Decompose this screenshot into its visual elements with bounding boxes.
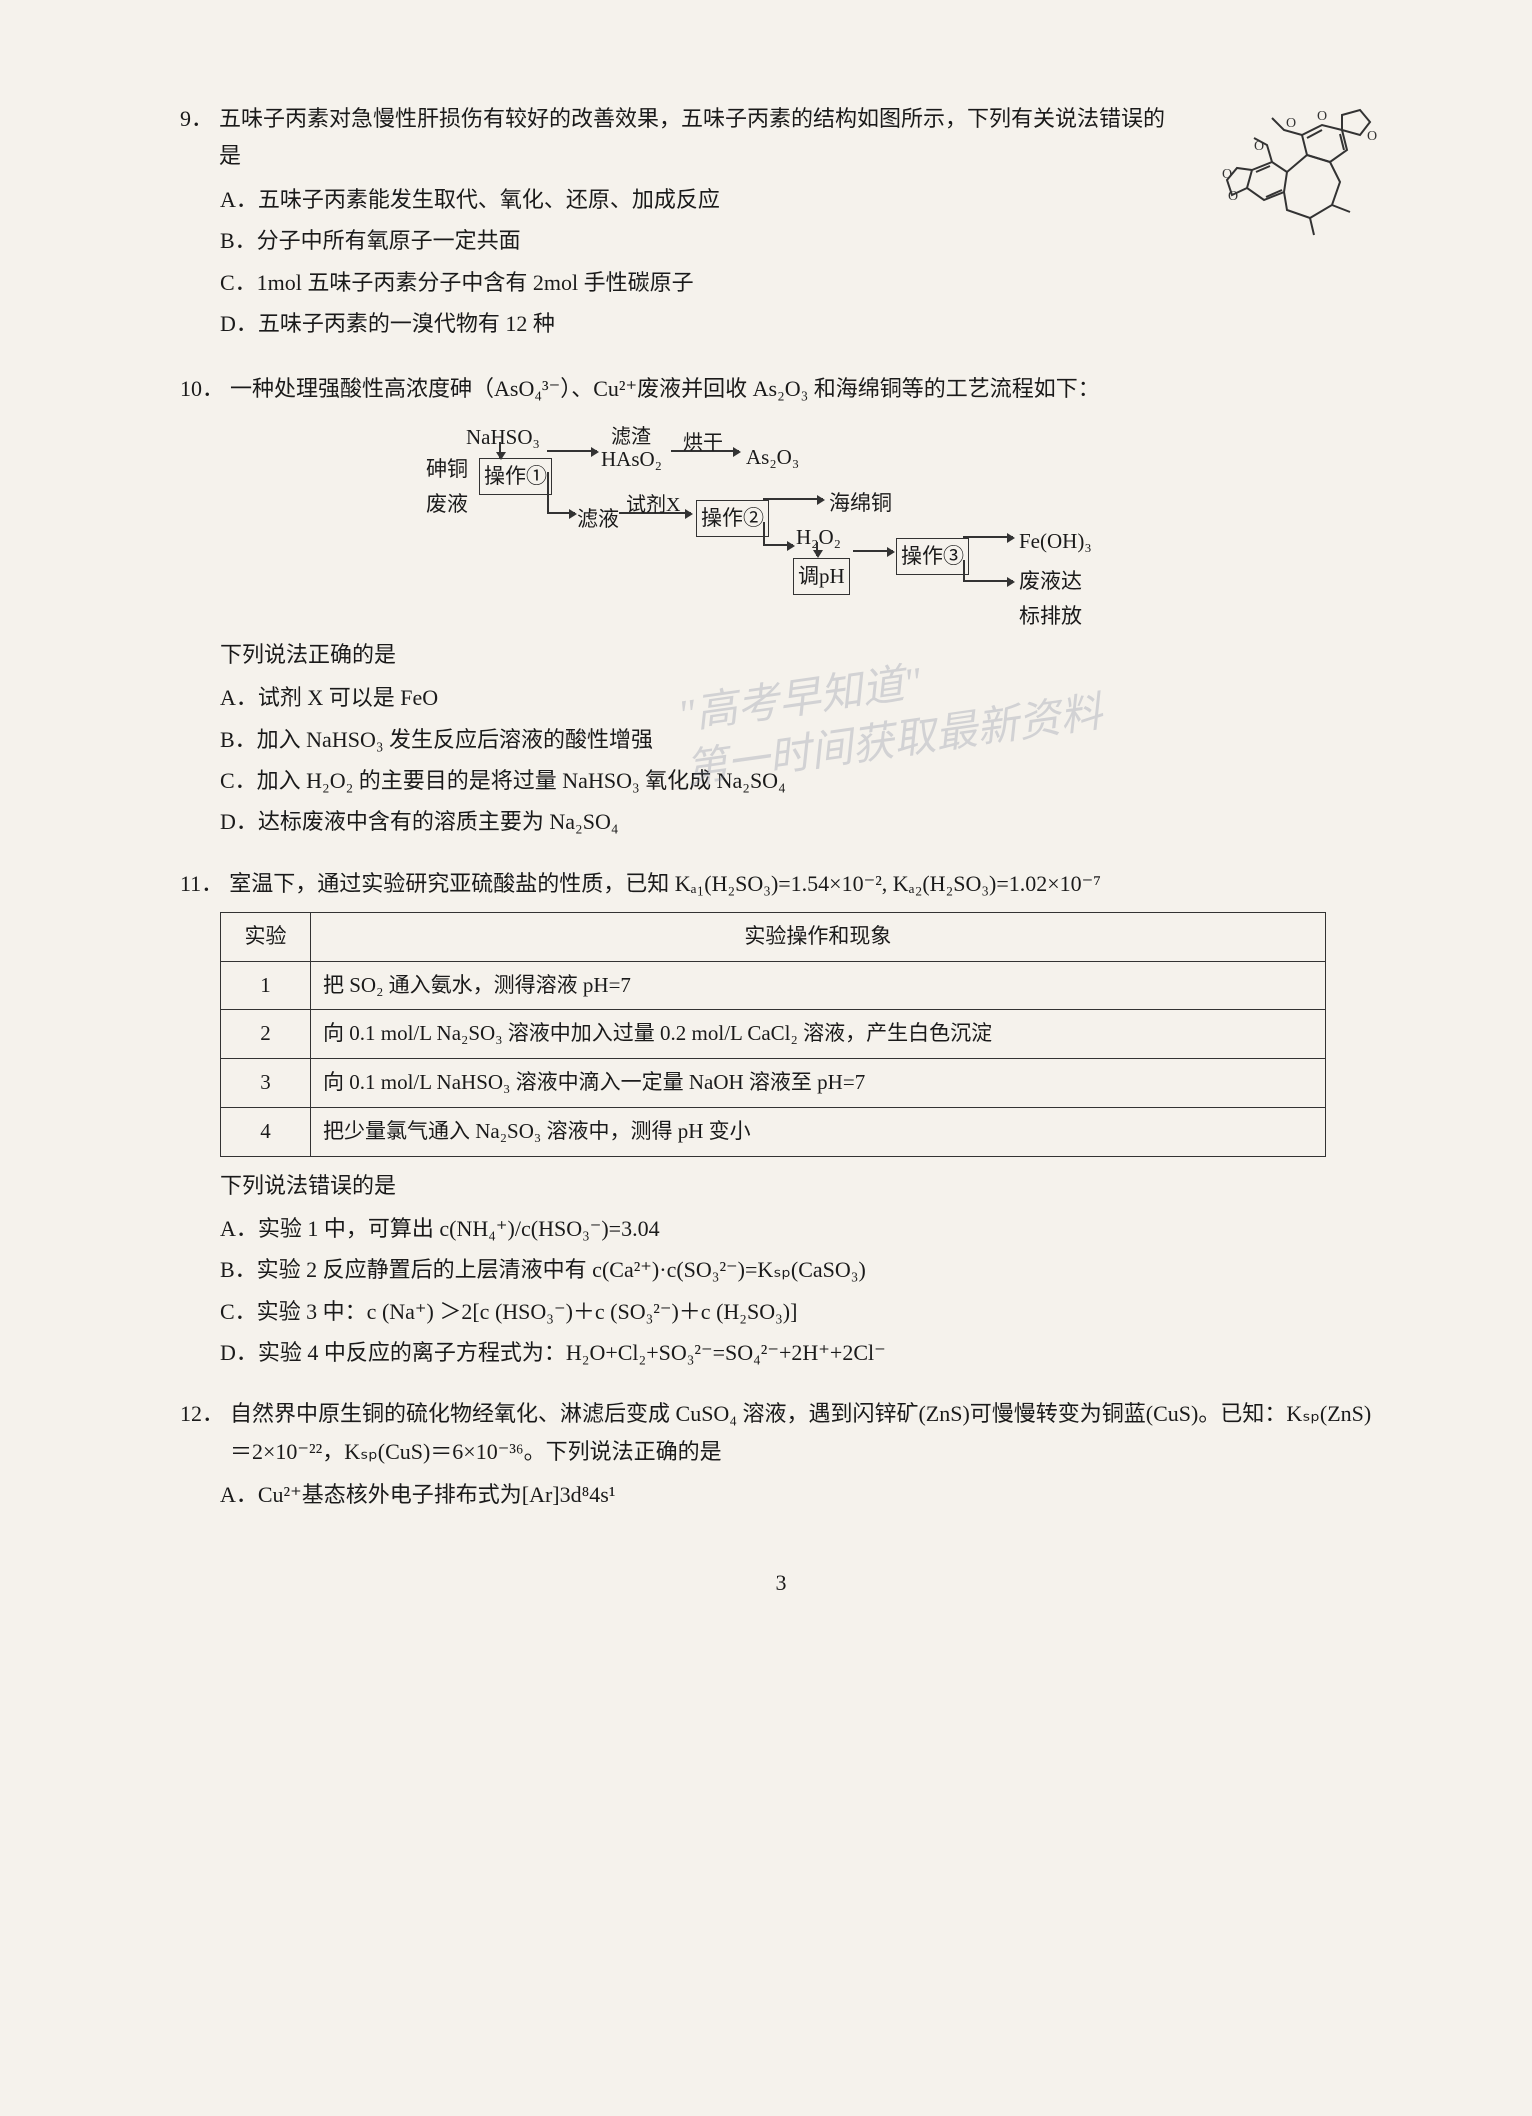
experiment-table: 实验 实验操作和现象 1 把 SO₂ 通入氨水，测得溶液 pH=7 2 向 0.… [220,912,1326,1156]
table-cell-n3: 3 [221,1059,311,1108]
q12-option-a: A．Cu²⁺基态核外电子排布式为[Ar]3d⁸4s¹ [220,1476,1382,1513]
svg-text:O: O [1228,189,1238,204]
svg-text:O: O [1317,109,1327,124]
q11-option-a: A．实验 1 中，可算出 c(NH₄⁺)/c(HSO₃⁻)=3.04 [220,1210,1382,1247]
q11-option-d: D．实验 4 中反应的离子方程式为：H₂O+Cl₂+SO₃²⁻=SO₄²⁻+2H… [220,1334,1382,1371]
table-cell-t3: 向 0.1 mol/L NaHSO₃ 溶液中滴入一定量 NaOH 溶液至 pH=… [311,1059,1326,1108]
q11-option-b: B．实验 2 反应静置后的上层清液中有 c(Ca²⁺)·c(SO₃²⁻)=Kₛₚ… [220,1251,1382,1288]
flow-feed: 砷铜 废液 [426,452,468,523]
flow-as2o3: As₂O₃ [746,440,799,476]
table-cell-n1: 1 [221,961,311,1010]
question-10: 10． 一种处理强酸性高浓度砷（AsO₄³⁻）、Cu²⁺废液并回收 As₂O₃ … [180,370,1382,840]
q9-option-c: C．1mol 五味子丙素分子中含有 2mol 手性碳原子 [220,264,1172,301]
table-cell-n2: 2 [221,1010,311,1059]
flow-op1: 操作① [479,458,552,496]
q10-option-a: A．试剂 X 可以是 FeO [220,679,1382,716]
q10-option-b: B．加入 NaHSO₃ 发生反应后溶液的酸性增强 [220,721,1382,758]
q11-option-c: C．实验 3 中：c (Na⁺) ＞2[c (HSO₃⁻)＋c (SO₃²⁻)＋… [220,1293,1382,1330]
table-header-row: 实验 实验操作和现象 [221,913,1326,962]
q12-stem: 自然界中原生铜的硫化物经氧化、淋滤后变成 CuSO₄ 溶液，遇到闪锌矿(ZnS)… [230,1395,1382,1470]
table-row: 2 向 0.1 mol/L Na₂SO₃ 溶液中加入过量 0.2 mol/L C… [221,1010,1326,1059]
flow-haso2: HAsO₂ [601,442,662,478]
flow-spongecu: 海绵铜 [829,486,892,522]
q11-number: 11． [180,865,223,902]
table-header-col1: 实验 [221,913,311,962]
table-cell-t4: 把少量氯气通入 Na₂SO₃ 溶液中，测得 pH 变小 [311,1107,1326,1156]
flow-discharge: 废液达 标排放 [1019,564,1082,635]
svg-text:O: O [1254,139,1264,154]
q11-stem: 室温下，通过实验研究亚硫酸盐的性质，已知 Kₐ₁(H₂SO₃)=1.54×10⁻… [229,865,1382,902]
table-row: 1 把 SO₂ 通入氨水，测得溶液 pH=7 [221,961,1326,1010]
flow-dry: 烘干 [683,426,723,460]
question-9: 9． 五味子丙素对急慢性肝损伤有较好的改善效果，五味子丙素的结构如图所示，下列有… [180,100,1382,346]
flow-op3: 操作③ [896,538,969,576]
flow-adjustph: 调pH [793,558,850,596]
q9-option-d: D．五味子丙素的一溴代物有 12 种 [220,305,1172,342]
q10-option-c: C．加入 H₂O₂ 的主要目的是将过量 NaHSO₃ 氧化成 Na₂SO₄ [220,762,1382,799]
table-header-col2: 实验操作和现象 [311,913,1326,962]
table-row: 4 把少量氯气通入 Na₂SO₃ 溶液中，测得 pH 变小 [221,1107,1326,1156]
molecule-structure-icon: O O O O O O [1192,100,1382,260]
svg-text:O: O [1286,116,1296,131]
flow-diagram: NaHSO₃ 砷铜 废液 操作① 滤渣 HAsO₂ 烘干 As₂O₃ 滤液 试剂… [371,420,1191,620]
q10-number: 10． [180,370,224,407]
q12-number: 12． [180,1395,224,1432]
table-cell-t1: 把 SO₂ 通入氨水，测得溶液 pH=7 [311,961,1326,1010]
q10-follow: 下列说法正确的是 [220,636,1382,673]
q9-option-a: A．五味子丙素能发生取代、氧化、还原、加成反应 [220,181,1172,218]
question-12: 12． 自然界中原生铜的硫化物经氧化、淋滤后变成 CuSO₄ 溶液，遇到闪锌矿(… [180,1395,1382,1513]
q9-number: 9． [180,100,213,137]
flow-nahso3: NaHSO₃ [466,420,540,456]
q11-follow: 下列说法错误的是 [220,1167,1382,1204]
table-row: 3 向 0.1 mol/L NaHSO₃ 溶液中滴入一定量 NaOH 溶液至 p… [221,1059,1326,1108]
q9-stem: 五味子丙素对急慢性肝损伤有较好的改善效果，五味子丙素的结构如图所示，下列有关说法… [219,100,1172,175]
flow-reagentx: 试剂X [626,488,680,522]
page-number: 3 [180,1564,1382,1601]
flow-filtrate: 滤液 [577,502,619,538]
question-11: 11． 室温下，通过实验研究亚硫酸盐的性质，已知 Kₐ₁(H₂SO₃)=1.54… [180,865,1382,1372]
flow-op2: 操作② [696,500,769,538]
table-cell-n4: 4 [221,1107,311,1156]
svg-text:O: O [1222,167,1232,182]
svg-text:O: O [1367,129,1377,144]
q10-stem: 一种处理强酸性高浓度砷（AsO₄³⁻）、Cu²⁺废液并回收 As₂O₃ 和海绵铜… [230,370,1382,407]
flow-feoh3: Fe(OH)₃ [1019,524,1092,560]
q9-option-b: B．分子中所有氧原子一定共面 [220,222,1172,259]
table-cell-t2: 向 0.1 mol/L Na₂SO₃ 溶液中加入过量 0.2 mol/L CaC… [311,1010,1326,1059]
q10-option-d: D．达标废液中含有的溶质主要为 Na₂SO₄ [220,803,1382,840]
